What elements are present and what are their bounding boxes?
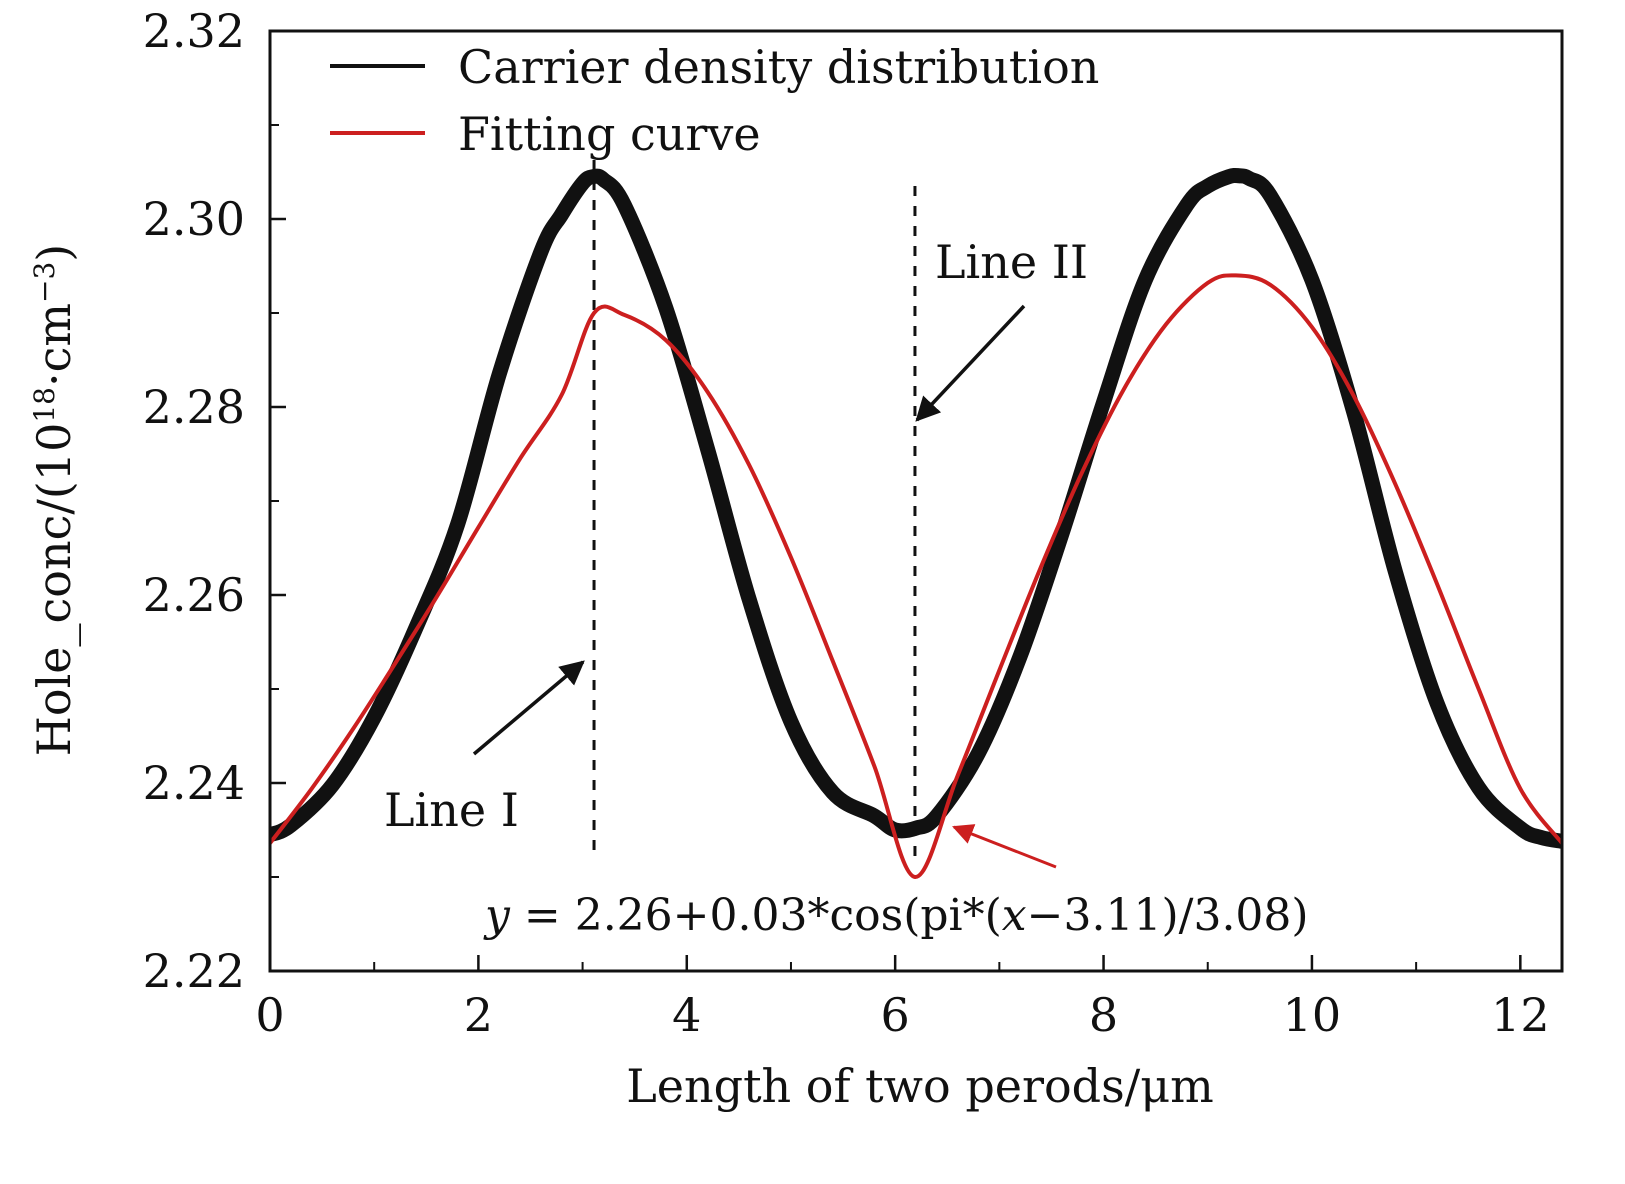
y-axis-label: Hole_conc/(1018·cm−3) — [27, 244, 81, 756]
y-tick-label-0: 2.22 — [143, 944, 245, 998]
x-tick-label-5: 10 — [1283, 988, 1342, 1042]
plot-area — [270, 160, 1562, 879]
y-tick-label-5: 2.32 — [143, 4, 245, 58]
legend: Carrier density distribution Fitting cur… — [330, 40, 1099, 161]
y-tick-label-2: 2.26 — [143, 568, 245, 622]
fit-arrow — [952, 824, 1057, 869]
x-tick-label-1: 2 — [464, 988, 493, 1042]
x-tick-label-4: 8 — [1089, 988, 1118, 1042]
fit-equation: y = 2.26+0.03*cos(pi*(x−3.11)/3.08) — [483, 890, 1309, 941]
equation-middle: = 2.26+0.03*cos(pi*( — [510, 890, 1002, 941]
y-tick-label-1: 2.24 — [143, 756, 245, 810]
x-tick-label-2: 4 — [672, 988, 701, 1042]
line-i-arrow — [472, 660, 585, 756]
y-label-main: Hole_conc/(10 — [27, 423, 81, 757]
annotations: Line I Line II y = 2.26+0.03*cos(pi*(x−3… — [384, 235, 1309, 941]
legend-label-carrier: Carrier density distribution — [458, 40, 1099, 94]
y-tick-label-3: 2.28 — [143, 380, 245, 434]
y-label-exp1: 18 — [28, 387, 61, 423]
y-tick-label-4: 2.30 — [143, 192, 245, 246]
line-i-label: Line I — [384, 783, 519, 837]
equation-y: y — [483, 890, 511, 941]
series-line-fitting-curve — [270, 273, 1562, 879]
y-label-mid: ·cm — [27, 303, 81, 387]
ticks: 0 2 4 6 8 10 12 2.22 2.24 2.26 2.28 2.30 2.32 — [143, 4, 1550, 1042]
y-label-exp2: −3 — [28, 262, 61, 303]
equation-x: x — [1002, 890, 1027, 941]
y-label-end: ) — [27, 244, 81, 262]
series-line-carrier-density — [270, 167, 1562, 849]
x-tick-label-6: 12 — [1491, 988, 1550, 1042]
equation-end: −3.11)/3.08) — [1027, 890, 1309, 941]
x-axis-label: Length of two perods/μm — [626, 1059, 1214, 1113]
legend-label-fit: Fitting curve — [458, 107, 761, 161]
line-ii-arrow — [915, 304, 1026, 422]
x-tick-label-3: 6 — [881, 988, 910, 1042]
line-ii-label: Line II — [935, 235, 1088, 289]
x-tick-label-0: 0 — [255, 988, 284, 1042]
axis-labels: Length of two perods/μm Hole_conc/(1018·… — [27, 244, 1214, 1113]
